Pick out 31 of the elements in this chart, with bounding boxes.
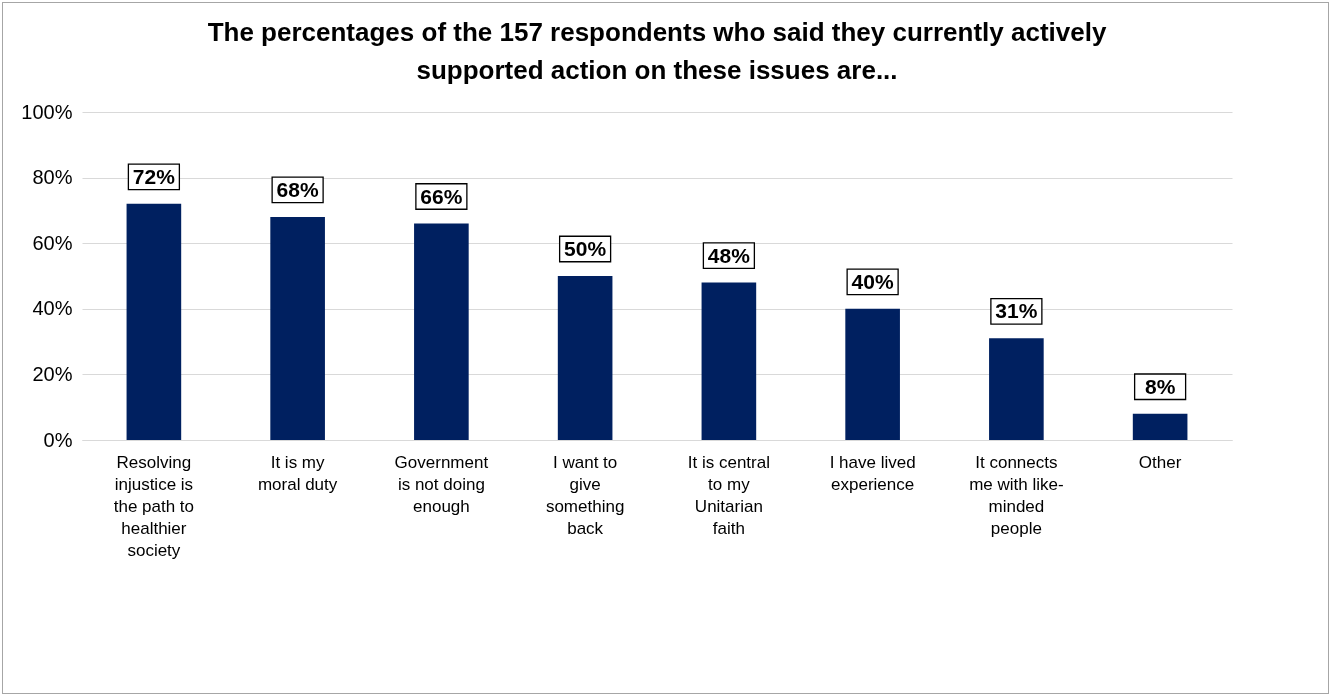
x-tick-label: It is my moral duty bbox=[257, 452, 338, 494]
y-tick-label: 20% bbox=[32, 362, 73, 385]
bar bbox=[845, 308, 900, 440]
x-tick-label: It connects me with like-minded people bbox=[969, 452, 1064, 538]
data-label: 68% bbox=[276, 177, 319, 201]
y-tick-label: 60% bbox=[32, 231, 73, 254]
y-tick-label: 40% bbox=[32, 297, 73, 320]
bar bbox=[270, 216, 325, 440]
bar bbox=[989, 338, 1044, 440]
data-label: 31% bbox=[995, 299, 1038, 323]
bar bbox=[126, 203, 182, 440]
data-label: 72% bbox=[132, 164, 176, 188]
x-tick-label: Other bbox=[1138, 452, 1182, 472]
bar bbox=[414, 223, 469, 440]
x-tick-label: Resolving injustice is the path to healthier society bbox=[113, 452, 195, 560]
data-label: 66% bbox=[420, 184, 463, 208]
bar bbox=[1132, 413, 1188, 440]
data-label: 8% bbox=[1144, 374, 1176, 398]
y-tick-label: 100% bbox=[21, 100, 73, 123]
x-tick-label: I want to give something back bbox=[545, 452, 625, 538]
bar bbox=[701, 282, 757, 440]
y-tick-label: 80% bbox=[32, 166, 73, 189]
data-label: 40% bbox=[851, 269, 894, 293]
data-label: 50% bbox=[564, 237, 607, 260]
y-tick-label: 0% bbox=[43, 428, 73, 451]
x-tick-label: It is central to my Unitarian faith bbox=[687, 452, 770, 538]
data-label: 48% bbox=[707, 243, 751, 267]
chart-title: The percentages of the 157 respondents who said they currently actively supported action on these issues are... bbox=[207, 17, 1107, 85]
x-tick-label: Government is not doing enough bbox=[394, 452, 489, 516]
bar bbox=[557, 276, 613, 440]
x-tick-label: I have lived experience bbox=[829, 452, 916, 494]
